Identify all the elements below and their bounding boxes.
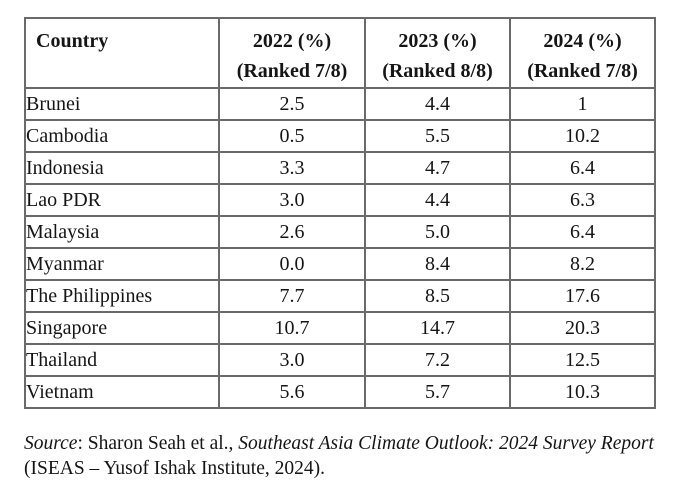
value-2022-cell: 5.6: [218, 375, 366, 409]
value-2023-cell: 4.4: [364, 183, 511, 217]
country-cell: Malaysia: [24, 215, 220, 249]
column-header-2022-line2: (Ranked 7/8): [236, 60, 348, 82]
value-2023-cell: 8.5: [364, 279, 511, 313]
value-2024-cell: 10.3: [509, 375, 656, 409]
value-2024-cell: 17.6: [509, 279, 656, 313]
value-2022-cell: 3.0: [218, 183, 366, 217]
column-header-2024-line1: 2024 (%): [543, 30, 622, 52]
country-cell: Myanmar: [24, 247, 220, 281]
value-2023-cell: 5.0: [364, 215, 511, 249]
table-row: Brunei 2.5 4.4 1: [24, 87, 656, 121]
climate-survey-table: Country 2022 (%) (Ranked 7/8) 2023 (%) (…: [24, 17, 656, 409]
column-header-2023: 2023 (%) (Ranked 8/8): [364, 17, 511, 89]
table-row: The Philippines 7.7 8.5 17.6: [24, 279, 656, 313]
table-row: Indonesia 3.3 4.7 6.4: [24, 151, 656, 185]
country-cell: Singapore: [24, 311, 220, 345]
table-row: Cambodia 0.5 5.5 10.2: [24, 119, 656, 153]
country-cell: The Philippines: [24, 279, 220, 313]
column-header-country: Country: [24, 17, 220, 89]
value-2022-cell: 2.5: [218, 87, 366, 121]
value-2022-cell: 0.5: [218, 119, 366, 153]
table-row: Singapore 10.7 14.7 20.3: [24, 311, 656, 345]
value-2024-cell: 12.5: [509, 343, 656, 377]
source-caption: Source: Sharon Seah et al., Southeast As…: [24, 431, 658, 481]
column-header-2024: 2024 (%) (Ranked 7/8): [509, 17, 656, 89]
value-2024-cell: 6.4: [509, 215, 656, 249]
value-2023-cell: 5.7: [364, 375, 511, 409]
value-2023-cell: 8.4: [364, 247, 511, 281]
source-publisher: (ISEAS – Yusof Ishak Institute, 2024).: [24, 457, 325, 479]
column-header-2022-line1: 2022 (%): [252, 30, 332, 52]
column-header-country-label: Country: [36, 30, 109, 52]
country-cell: Thailand: [24, 343, 220, 377]
value-2022-cell: 2.6: [218, 215, 366, 249]
table-row: Malaysia 2.6 5.0 6.4: [24, 215, 656, 249]
value-2022-cell: 10.7: [218, 311, 366, 345]
source-authors: : Sharon Seah et al.,: [77, 432, 239, 454]
table-row: Myanmar 0.0 8.4 8.2: [24, 247, 656, 281]
source-work-title: Southeast Asia Climate Outlook: 2024 Sur…: [238, 432, 654, 454]
value-2022-cell: 3.0: [218, 343, 366, 377]
value-2022-cell: 7.7: [218, 279, 366, 313]
value-2024-cell: 6.4: [509, 151, 656, 185]
value-2024-cell: 6.3: [509, 183, 656, 217]
column-header-2024-line2: (Ranked 7/8): [527, 60, 638, 82]
value-2024-cell: 1: [509, 87, 656, 121]
country-cell: Cambodia: [24, 119, 220, 153]
value-2022-cell: 0.0: [218, 247, 366, 281]
value-2023-cell: 14.7: [364, 311, 511, 345]
value-2023-cell: 4.7: [364, 151, 511, 185]
table-header-row: Country 2022 (%) (Ranked 7/8) 2023 (%) (…: [24, 17, 656, 89]
country-cell: Lao PDR: [24, 183, 220, 217]
source-label: Source: [24, 432, 78, 454]
country-cell: Vietnam: [24, 375, 220, 409]
value-2023-cell: 4.4: [364, 87, 511, 121]
table-row: Vietnam 5.6 5.7 10.3: [24, 375, 656, 409]
value-2023-cell: 7.2: [364, 343, 511, 377]
column-header-2023-line2: (Ranked 8/8): [382, 60, 493, 82]
value-2024-cell: 20.3: [509, 311, 656, 345]
table-row: Thailand 3.0 7.2 12.5: [24, 343, 656, 377]
country-cell: Indonesia: [24, 151, 220, 185]
value-2023-cell: 5.5: [364, 119, 511, 153]
table-row: Lao PDR 3.0 4.4 6.3: [24, 183, 656, 217]
country-cell: Brunei: [24, 87, 220, 121]
column-header-2022: 2022 (%) (Ranked 7/8): [218, 17, 366, 89]
value-2024-cell: 8.2: [509, 247, 656, 281]
column-header-2023-line1: 2023 (%): [398, 30, 477, 52]
value-2024-cell: 10.2: [509, 119, 656, 153]
value-2022-cell: 3.3: [218, 151, 366, 185]
